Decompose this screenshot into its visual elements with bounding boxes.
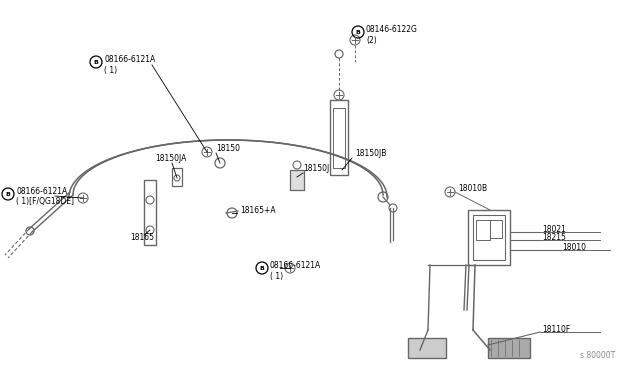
Bar (172, 168, 182, 186)
Bar (144, 180, 156, 245)
Text: ( 1): ( 1) (104, 65, 117, 74)
Text: B: B (93, 60, 99, 64)
Text: 18021: 18021 (542, 224, 566, 234)
Bar (468, 210, 510, 265)
Bar (473, 215, 505, 260)
Bar (488, 338, 530, 358)
Bar (290, 170, 304, 190)
Text: 18150JA: 18150JA (155, 154, 186, 163)
Bar (408, 338, 446, 358)
Text: ( 1): ( 1) (270, 272, 283, 280)
Text: 18165: 18165 (130, 232, 154, 241)
Text: B: B (260, 266, 264, 270)
Text: ( 1)[F/QG18DE]: ( 1)[F/QG18DE] (16, 196, 74, 205)
Text: B: B (6, 192, 10, 196)
Text: 18110F: 18110F (542, 324, 570, 334)
Text: 08166-6121A: 08166-6121A (270, 260, 321, 269)
Text: 08166-6121A: 08166-6121A (104, 55, 156, 64)
Text: 18150J: 18150J (303, 164, 329, 173)
Text: 08166-6121A: 08166-6121A (16, 186, 67, 196)
Text: (2): (2) (366, 35, 377, 45)
Bar (476, 220, 490, 240)
Text: 08146-6122G: 08146-6122G (366, 25, 418, 33)
Text: B: B (356, 29, 360, 35)
Text: 18150: 18150 (216, 144, 240, 153)
Text: 18010B: 18010B (458, 183, 487, 192)
Text: 18150JB: 18150JB (355, 148, 387, 157)
Text: 18010: 18010 (562, 243, 586, 251)
Text: 18215: 18215 (542, 232, 566, 241)
Text: s 80000T: s 80000T (580, 350, 615, 359)
Bar (490, 220, 502, 238)
Text: 18165+A: 18165+A (240, 205, 276, 215)
Bar (333, 108, 345, 168)
Bar (330, 100, 348, 175)
